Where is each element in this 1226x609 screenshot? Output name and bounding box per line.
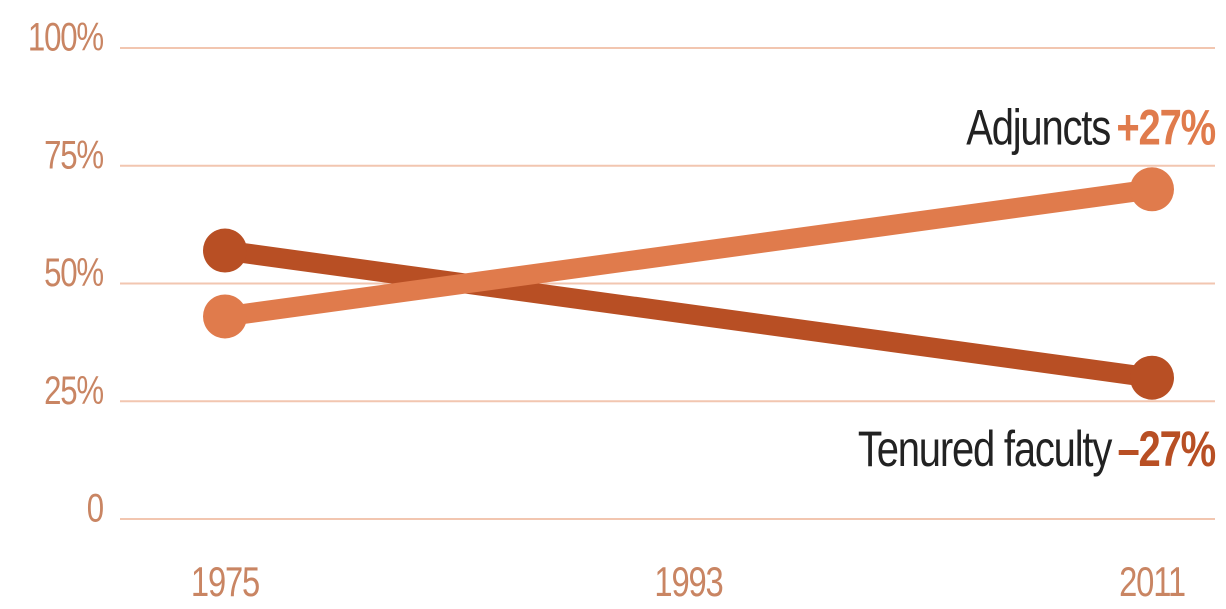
y-tick-label: 0 xyxy=(87,486,104,531)
series-name: Tenured faculty xyxy=(858,421,1113,477)
series-name: Adjuncts xyxy=(966,99,1110,155)
y-tick-label: 25% xyxy=(44,368,103,413)
data-point xyxy=(1130,167,1174,212)
series-annotation: Tenured faculty –27% xyxy=(858,421,1216,477)
x-tick-label: 1993 xyxy=(654,558,723,605)
data-point xyxy=(203,228,247,273)
data-point xyxy=(1130,355,1174,400)
y-tick-label: 75% xyxy=(44,133,103,178)
series-line xyxy=(223,179,1154,327)
x-tick-label: 1975 xyxy=(191,558,260,605)
series-change: +27% xyxy=(1116,99,1216,155)
y-tick-label: 100% xyxy=(28,15,103,60)
data-point xyxy=(203,294,247,339)
y-tick-label: 50% xyxy=(44,250,103,295)
series-change: –27% xyxy=(1118,421,1216,477)
series-line xyxy=(223,240,1154,388)
series-annotation: Adjuncts +27% xyxy=(966,99,1216,155)
x-tick-label: 2011 xyxy=(1119,558,1185,605)
